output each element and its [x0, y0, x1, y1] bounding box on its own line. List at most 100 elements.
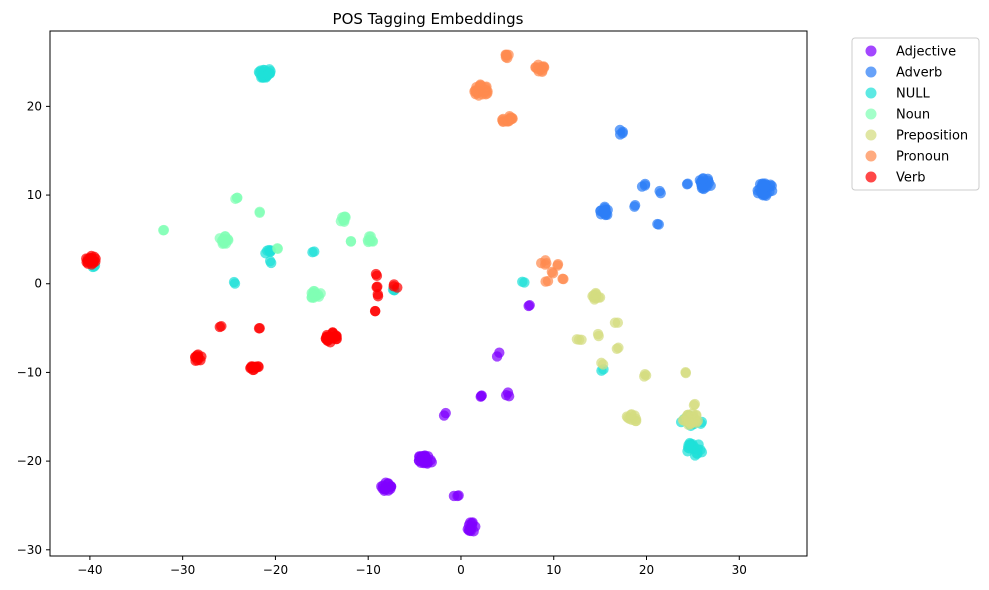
legend-item-preposition: Preposition — [865, 129, 968, 144]
x-axis: −40 −30 −20 −10 0 10 20 30 — [77, 556, 747, 577]
legend-marker — [865, 45, 877, 57]
legend-label: Verb — [896, 171, 925, 186]
data-point — [587, 290, 598, 302]
data-point — [500, 49, 511, 60]
data-point — [330, 330, 342, 342]
x-tick-label: 20 — [639, 563, 654, 577]
data-point — [310, 290, 321, 301]
y-axis: −30 −20 −10 0 10 20 — [17, 99, 50, 557]
data-point — [558, 273, 569, 285]
y-tick-label: 0 — [34, 277, 42, 291]
data-point — [494, 347, 505, 358]
data-point — [478, 86, 489, 98]
data-point — [542, 275, 554, 287]
data-point — [639, 368, 651, 380]
data-point — [222, 234, 234, 245]
x-tick-label: 30 — [732, 563, 747, 577]
data-point — [272, 243, 283, 254]
data-point — [438, 410, 450, 421]
series-adjective — [376, 300, 535, 537]
legend-marker — [865, 87, 877, 99]
legend-item-pronoun: Pronoun — [865, 150, 949, 165]
data-point — [540, 255, 551, 266]
data-point — [697, 173, 709, 185]
legend-label: NULL — [896, 87, 930, 102]
data-point — [654, 185, 665, 197]
y-tick-label: −20 — [17, 454, 42, 468]
legend-label: Adverb — [896, 66, 942, 81]
x-tick-label: −20 — [263, 563, 288, 577]
data-point — [592, 328, 604, 340]
y-tick-label: −30 — [17, 543, 42, 557]
data-point — [573, 334, 585, 345]
data-point — [759, 181, 771, 193]
legend-item-noun: Noun — [865, 108, 930, 123]
data-point — [600, 208, 612, 220]
x-tick-label: −40 — [77, 563, 102, 577]
legend: Adjective Adverb NULL Noun Preposition Pronou… — [851, 37, 980, 191]
data-point — [611, 343, 623, 354]
data-point — [254, 323, 265, 334]
points-layer — [81, 49, 778, 537]
data-point — [338, 214, 349, 226]
x-tick-label: −10 — [356, 563, 381, 577]
data-point — [369, 305, 381, 317]
data-point — [625, 409, 637, 421]
legend-marker — [865, 150, 877, 162]
data-point — [609, 317, 621, 328]
plot-frame — [49, 30, 808, 557]
data-point — [689, 398, 700, 410]
data-point — [229, 278, 241, 289]
data-point — [250, 362, 262, 373]
data-point — [372, 281, 383, 292]
data-point — [517, 276, 528, 288]
data-point — [682, 178, 693, 189]
data-point — [365, 235, 376, 247]
y-tick-label: −10 — [17, 365, 42, 379]
data-point — [415, 457, 427, 469]
x-tick-label: −30 — [170, 563, 195, 577]
data-point — [254, 207, 265, 218]
data-point — [264, 255, 276, 267]
series-noun — [158, 192, 379, 303]
data-point — [523, 300, 534, 312]
data-point — [470, 86, 482, 97]
legend-label: Noun — [896, 108, 930, 123]
data-point — [689, 414, 700, 425]
data-point — [82, 258, 94, 269]
data-point — [89, 251, 100, 263]
data-point — [680, 367, 691, 378]
data-point — [547, 268, 559, 279]
data-point — [388, 279, 400, 290]
data-point — [757, 190, 769, 201]
legend-label: Adjective — [896, 45, 956, 60]
data-point — [639, 178, 651, 190]
data-point — [260, 248, 271, 259]
chart-title: POS Tagging Embeddings — [333, 10, 524, 28]
legend-marker — [865, 129, 877, 141]
legend-item-adverb: Adverb — [865, 66, 942, 81]
data-point — [696, 182, 708, 194]
data-point — [463, 525, 475, 536]
data-point — [596, 357, 607, 369]
data-point — [372, 291, 384, 302]
data-point — [345, 235, 357, 247]
data-point — [377, 483, 388, 494]
data-point — [653, 219, 664, 230]
data-point — [614, 129, 626, 140]
legend-item-adjective: Adjective — [865, 45, 956, 60]
data-point — [231, 192, 243, 203]
legend-label: Preposition — [896, 129, 968, 144]
legend-label: Pronoun — [896, 150, 949, 165]
data-point — [497, 116, 509, 127]
series-null — [87, 64, 708, 461]
legend-item-null: NULL — [865, 87, 930, 102]
series-adverb — [595, 124, 778, 230]
series-pronoun — [469, 49, 569, 287]
data-point — [448, 490, 460, 502]
data-point — [216, 321, 227, 332]
data-point — [262, 69, 274, 80]
data-point — [629, 200, 641, 211]
